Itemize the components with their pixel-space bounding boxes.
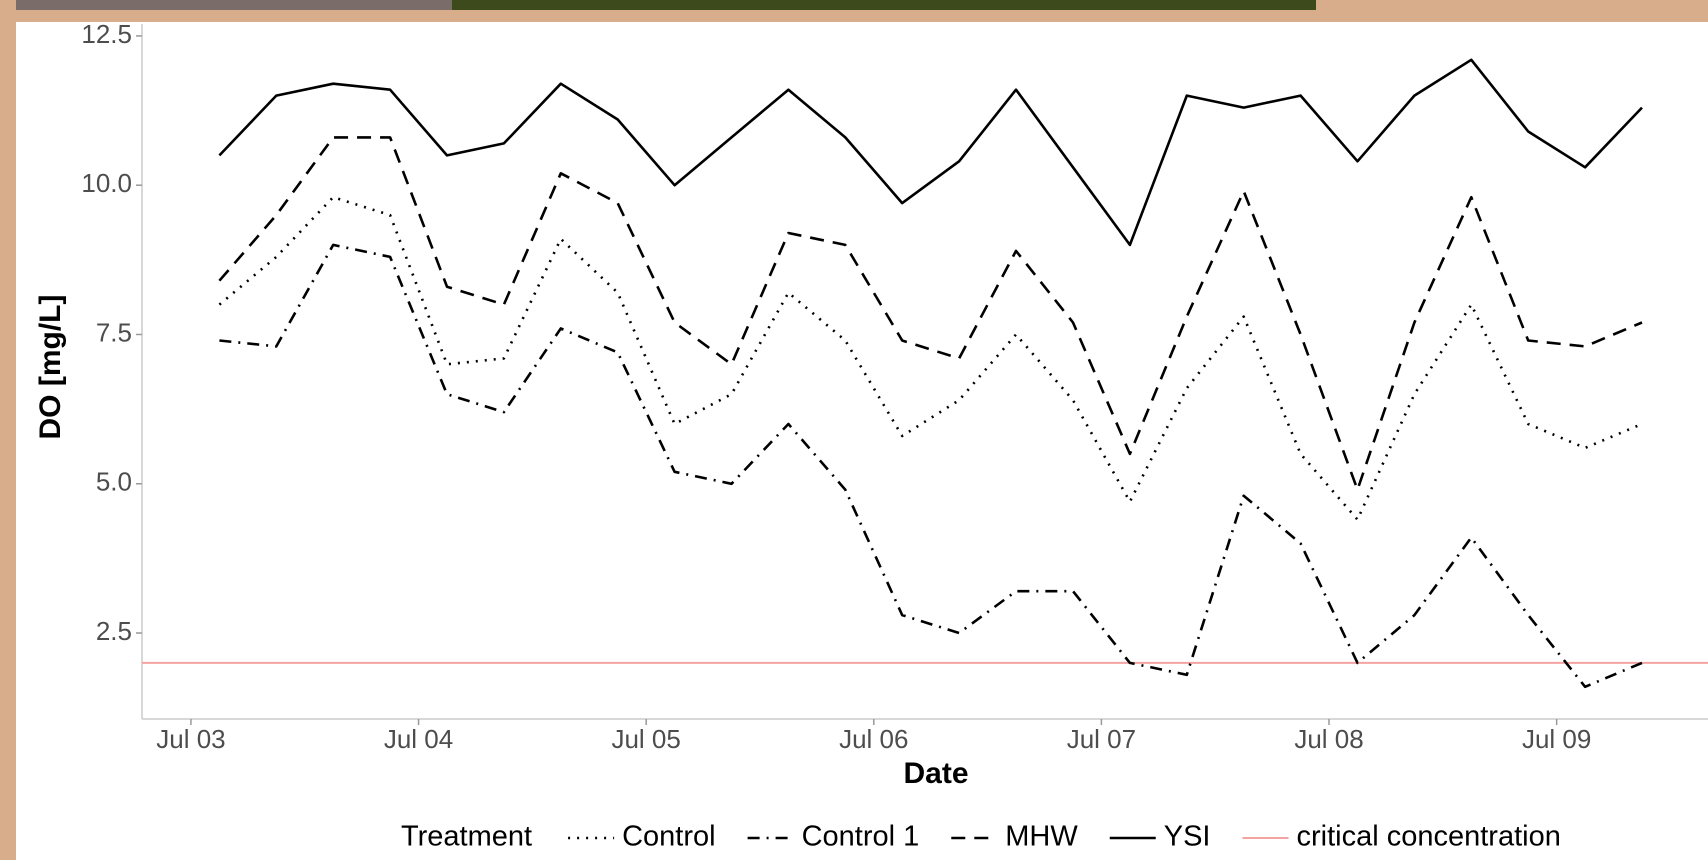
x-tick-label: Jul 03 [156, 724, 225, 754]
y-tick-label: 10.0 [81, 168, 132, 198]
left-border [0, 0, 16, 860]
y-tick-label: 2.5 [96, 616, 132, 646]
y-axis-title: DO [mg/L] [34, 295, 67, 440]
x-axis-title: Date [903, 757, 968, 790]
x-tick-label: Jul 08 [1294, 724, 1363, 754]
legend-label: YSI [1164, 821, 1211, 853]
x-tick-label: Jul 09 [1522, 724, 1591, 754]
x-tick-label: Jul 07 [1067, 724, 1136, 754]
x-tick-label: Jul 05 [611, 724, 680, 754]
banner-image-center [452, 0, 1316, 10]
y-tick-label: 12.5 [81, 19, 132, 49]
legend-label: Control 1 [802, 821, 920, 853]
y-tick-label: 7.5 [96, 317, 132, 347]
legend-label: critical concentration [1297, 821, 1561, 853]
screenshot: Date DO [mg/L] 2.5 5.0 7.5 10.0 12.5 Jul 03 Ju… [0, 0, 1708, 860]
x-tick-label: Jul 06 [839, 724, 908, 754]
legend-label: MHW [1005, 821, 1078, 853]
y-tick-label: 5.0 [96, 467, 132, 497]
legend-title: Treatment [401, 821, 532, 853]
banner-image-left [0, 0, 452, 10]
legend-label: Control [622, 821, 716, 853]
x-tick-label: Jul 04 [384, 724, 453, 754]
